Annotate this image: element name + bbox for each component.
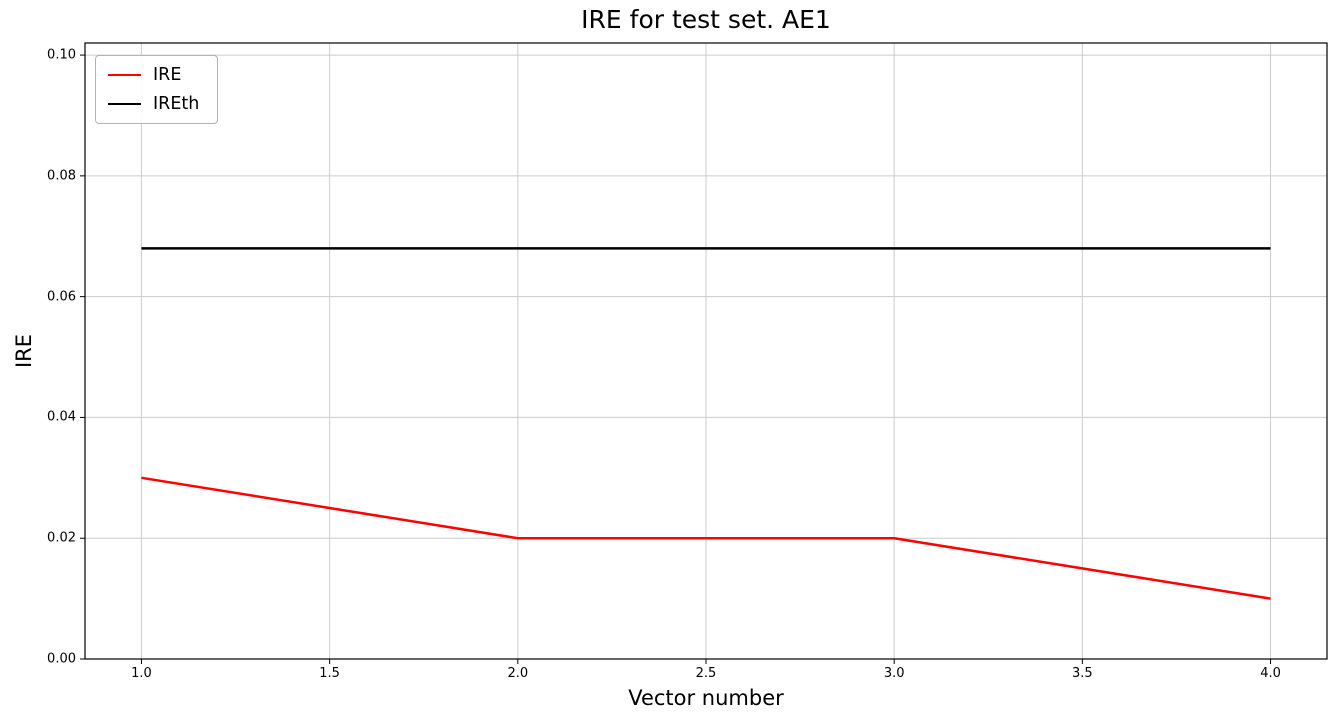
x-tick-label: 3.0 <box>883 666 905 681</box>
y-tick-label: 0.06 <box>47 289 76 305</box>
y-tick-label: 0.04 <box>47 409 76 425</box>
x-tick-label: 1.0 <box>131 666 152 681</box>
x-axis-label: Vector number <box>628 686 784 710</box>
y-tick-label: 0.10 <box>47 47 76 63</box>
legend: IRE IREth <box>95 55 219 124</box>
legend-label: IRE <box>153 65 182 85</box>
x-tick-label: 1.5 <box>319 666 340 681</box>
y-tick-label: 0.00 <box>47 651 76 667</box>
y-tick-label: 0.08 <box>47 168 76 184</box>
y-tick-label: 0.02 <box>47 530 76 546</box>
x-tick-label: 3.5 <box>1072 666 1093 681</box>
x-tick-label: 2.5 <box>695 666 717 681</box>
plot-area <box>80 42 1328 664</box>
legend-line-swatch <box>108 74 141 76</box>
x-tick-label: 4.0 <box>1260 666 1281 681</box>
legend-label: IREth <box>153 94 200 114</box>
legend-line-swatch <box>108 103 141 105</box>
y-axis-label: IRE <box>12 333 36 369</box>
legend-entry-IREth: IREth <box>108 94 199 114</box>
chart-title: IRE for test set. AE1 <box>581 5 831 34</box>
series-line-IRE <box>141 476 1271 600</box>
legend-entry-IRE: IRE <box>108 65 199 85</box>
x-tick-label: 2.0 <box>507 666 529 681</box>
